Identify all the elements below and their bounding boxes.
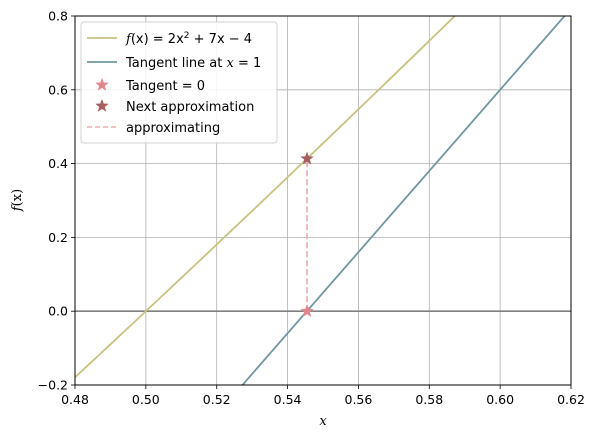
legend-label-tangent: Tangent line at x = 1 — [125, 56, 261, 71]
y-tick-label: 0.2 — [48, 230, 68, 245]
legend-label-approx: approximating — [126, 121, 220, 136]
legend-label-f: f(x) = 2x2 + 7x − 4 — [125, 31, 252, 47]
x-tick-label: 0.50 — [132, 392, 160, 407]
x-tick-label: 0.52 — [203, 392, 231, 407]
y-tick-label: 0.4 — [48, 156, 68, 171]
legend: f(x) = 2x2 + 7x − 4 Tangent line at x = … — [81, 22, 277, 143]
y-tick-label: −0.2 — [38, 378, 68, 393]
y-axis-label: f(x) — [10, 189, 25, 212]
x-tick-label: 0.62 — [557, 392, 585, 407]
x-tick-label: 0.56 — [345, 392, 373, 407]
x-tick-label: 0.58 — [415, 392, 443, 407]
y-tick-label: 0.0 — [48, 304, 68, 319]
x-tick-label: 0.48 — [61, 392, 89, 407]
legend-label-next: Next approximation — [126, 100, 254, 115]
x-axis-label: x — [319, 414, 327, 429]
y-tick-label: 0.8 — [48, 9, 68, 24]
legend-label-tangent-zero: Tangent = 0 — [125, 79, 205, 94]
y-tick-label: 0.6 — [48, 82, 68, 97]
x-tick-label: 0.60 — [486, 392, 514, 407]
x-tick-label: 0.54 — [274, 392, 302, 407]
